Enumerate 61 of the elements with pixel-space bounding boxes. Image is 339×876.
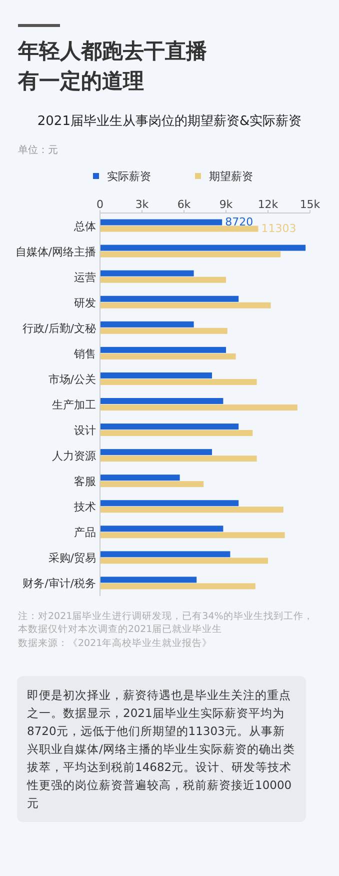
x-tick-label: 12k <box>258 198 279 211</box>
text: 单位：元 <box>18 144 58 157</box>
y-tick-label: 设计 <box>74 424 96 438</box>
x-tick-label: 15k <box>300 198 321 211</box>
bar <box>100 449 212 456</box>
y-tick-label: 行政/后勤/文秘 <box>22 322 96 335</box>
bar <box>100 398 224 404</box>
bar <box>100 302 271 308</box>
bar <box>100 276 226 283</box>
bar <box>100 424 239 430</box>
bar <box>100 270 194 276</box>
y-tick-label: 技术 <box>73 500 96 514</box>
y-tick-label: 研发 <box>74 296 96 310</box>
bar <box>100 532 285 538</box>
x-tick-label: 3k <box>135 198 150 211</box>
bar <box>100 226 258 232</box>
y-tick-label: 销售 <box>73 347 96 360</box>
bar <box>100 328 228 334</box>
bar <box>100 404 298 410</box>
y-tick-label: 总体 <box>73 220 96 233</box>
bar <box>100 456 257 462</box>
chart-subtitle: 2021届毕业生从事岗位的期望薪资&实际薪资 <box>36 113 303 130</box>
y-tick-label: 客服 <box>74 475 96 488</box>
bar <box>100 296 239 302</box>
chart-title: 年轻人都跑去干直播有一定的道理 <box>18 38 208 95</box>
data-label: 8720 <box>225 215 254 228</box>
source-note: 数据来源：《2021年高校毕业生就业报告》 <box>18 637 214 650</box>
bar <box>100 474 180 481</box>
y-tick-label: 市场/公关 <box>48 372 96 386</box>
bar <box>100 558 268 564</box>
bar <box>100 430 253 436</box>
y-tick-label: 人力资源 <box>52 450 96 463</box>
x-tick-label: 0 <box>96 198 104 211</box>
legend-label: 实际薪资 <box>107 170 151 183</box>
bar <box>100 500 239 506</box>
text: 即便是初次择业，薪资待遇也是毕业生关注的重点之一。数据显示，2021届毕业生实际薪资平均为8720元，远低于他们所期望的11303元。从事新兴职业自媒体/网络主播的毕业生实际薪资的确出类拔萃，平均达到税前14682元。设计、研发等技术性更强的岗位薪资普遍较高，税前薪资接近10000元 <box>17 676 306 822</box>
bar <box>100 551 230 558</box>
bar <box>100 526 224 532</box>
legend-label: 期望薪资 <box>209 170 253 183</box>
y-tick-label: 运营 <box>74 270 96 284</box>
x-tick-label: 9k <box>219 198 234 211</box>
y-tick-label: 财务/审计/税务 <box>22 577 96 590</box>
x-tick-label: 6k <box>177 198 192 211</box>
bar <box>100 576 197 583</box>
bar <box>100 219 222 226</box>
y-tick-label: 产品 <box>74 526 96 540</box>
bar <box>100 583 256 590</box>
y-tick-label: 自媒体/网络主播 <box>15 245 96 258</box>
text: 注：对2021届毕业生进行调研发现，已有34%的毕业生找到工作，本数据仅针对本次调查的2021届已就业毕业生 <box>18 610 314 636</box>
bar <box>100 372 212 378</box>
bar <box>100 346 226 353</box>
bar <box>100 481 204 488</box>
bar <box>100 506 284 513</box>
bar <box>100 353 236 360</box>
y-tick-label: 生产加工 <box>52 398 96 412</box>
bar <box>100 251 281 258</box>
bar <box>100 244 306 251</box>
bar <box>100 378 257 385</box>
bar <box>100 321 194 328</box>
data-label: 11303 <box>261 222 296 235</box>
y-tick-label: 采购/贸易 <box>48 552 96 565</box>
